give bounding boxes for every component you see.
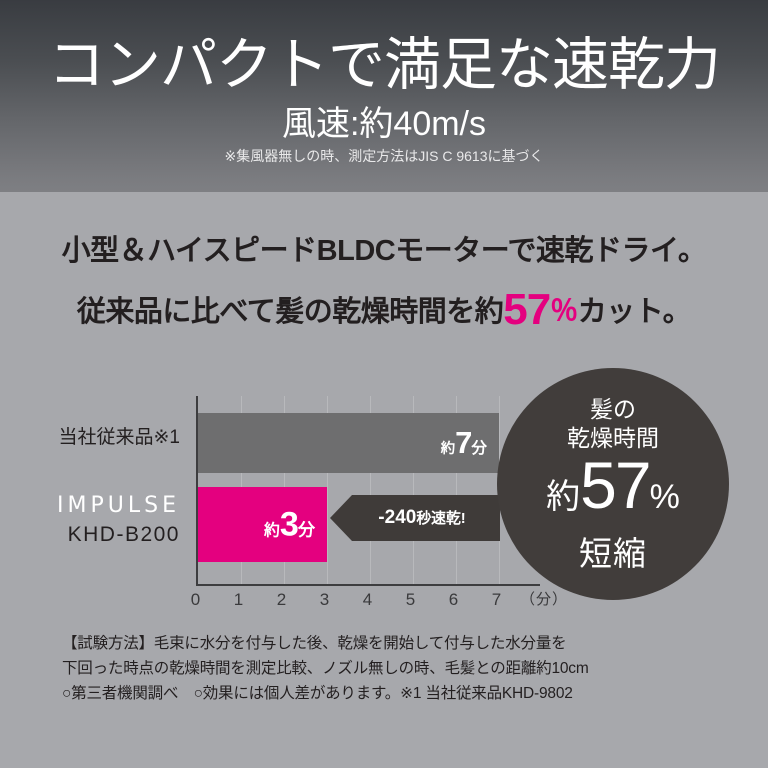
bar-value-legacy-unit: 分 bbox=[471, 440, 487, 457]
copy-reduction-number: 57 bbox=[503, 285, 551, 334]
chart-x-axis bbox=[196, 584, 540, 586]
copy-line-reduction: 従来品に比べて髪の乾燥時間を約57％カット。 bbox=[0, 288, 768, 335]
copy-reduction-suffix: カット。 bbox=[577, 296, 692, 328]
callout-seconds: -240 bbox=[378, 507, 417, 528]
bar-impulse: 約3分 bbox=[198, 487, 327, 562]
footnote-line-2: 下回った時点の乾燥時間を測定比較、ノズル無しの時、毛髪との距離約10cm bbox=[62, 660, 589, 677]
bar-label-impulse: IMPULSE KHD-B200 bbox=[0, 492, 180, 550]
copy-line-motor: 小型＆ハイスピードBLDCモーターで速乾ドライ。 bbox=[61, 235, 707, 267]
badge-symbol: % bbox=[649, 477, 680, 516]
badge-line-reduction: 短縮 bbox=[579, 534, 647, 572]
marketing-copy: 小型＆ハイスピードBLDCモーターで速乾ドライ。 従来品に比べて髪の乾燥時間を約… bbox=[0, 228, 768, 335]
impulse-model-number: KHD-B200 bbox=[67, 523, 180, 546]
bar-label-legacy: 当社従来品※1 bbox=[58, 427, 181, 448]
badge-approx: 約 bbox=[546, 477, 581, 516]
x-tick-5: 5 bbox=[405, 590, 417, 609]
reduction-badge: 髪の 乾燥時間 約57% 短縮 bbox=[497, 368, 729, 600]
chart-x-tick-labels: 0 1 2 3 4 5 6 7 （分） bbox=[186, 588, 569, 616]
wind-speed-subtitle: 風速:約40m/s bbox=[281, 105, 487, 143]
bar-legacy: 約7分 bbox=[198, 413, 499, 473]
impulse-logo: IMPULSE bbox=[57, 493, 180, 518]
header-disclaimer: ※集風器無しの時、測定方法はJIS C 9613に基づく bbox=[224, 148, 544, 164]
callout-suffix: 秒速乾! bbox=[416, 511, 466, 527]
badge-percentage: 約57% bbox=[546, 452, 680, 534]
badge-line-drying-time: 乾燥時間 bbox=[567, 424, 659, 451]
bar-value-impulse: 約3分 bbox=[264, 505, 315, 544]
x-tick-6: 6 bbox=[448, 590, 460, 609]
chart-y-axis bbox=[196, 396, 198, 586]
time-saved-callout-arrow: -240秒速乾! bbox=[330, 495, 500, 541]
x-axis-unit-label: （分） bbox=[520, 591, 569, 608]
footnote-line-1: 【試験方法】毛束に水分を付与した後、乾燥を開始して付与した水分量を bbox=[62, 635, 567, 652]
badge-line-hair: 髪の bbox=[590, 395, 636, 422]
gridline-6 bbox=[456, 396, 457, 584]
x-tick-2: 2 bbox=[276, 590, 288, 609]
bar-value-legacy-approx: 約 bbox=[440, 441, 456, 457]
footnote-line-3: ○第三者機関調べ ○効果には個人差があります。※1 当社従来品KHD-9802 bbox=[62, 685, 573, 702]
time-saved-callout-text: -240秒速乾! bbox=[364, 507, 465, 529]
x-tick-1: 1 bbox=[233, 590, 245, 609]
gridline-3 bbox=[327, 396, 328, 584]
header-banner: コンパクトで満足な速乾力 風速:約40m/s ※集風器無しの時、測定方法はJIS… bbox=[0, 0, 768, 192]
drying-time-bar-chart: 当社従来品※1 IMPULSE KHD-B200 約7分 約3分 -240秒速乾… bbox=[0, 380, 768, 610]
x-tick-0: 0 bbox=[190, 590, 202, 609]
bar-value-legacy-number: 7 bbox=[455, 425, 472, 460]
bar-value-legacy: 約7分 bbox=[441, 425, 487, 461]
copy-reduction-prefix: 従来品に比べて髪の乾燥時間を約 bbox=[76, 296, 504, 328]
gridline-5 bbox=[413, 396, 414, 584]
bar-value-impulse-unit: 分 bbox=[297, 519, 315, 539]
page-title: コンパクトで満足な速乾力 bbox=[48, 33, 721, 97]
x-tick-4: 4 bbox=[362, 590, 374, 609]
gridline-4 bbox=[370, 396, 371, 584]
bar-value-impulse-number: 3 bbox=[279, 505, 299, 543]
bar-value-impulse-approx: 約 bbox=[264, 522, 280, 539]
x-tick-3: 3 bbox=[319, 590, 331, 609]
copy-reduction-symbol: ％ bbox=[550, 295, 578, 326]
badge-number: 57 bbox=[580, 447, 651, 522]
x-tick-7: 7 bbox=[491, 590, 503, 609]
test-method-footnote: 【試験方法】毛束に水分を付与した後、乾燥を開始して付与した水分量を 下回った時点… bbox=[62, 631, 722, 706]
